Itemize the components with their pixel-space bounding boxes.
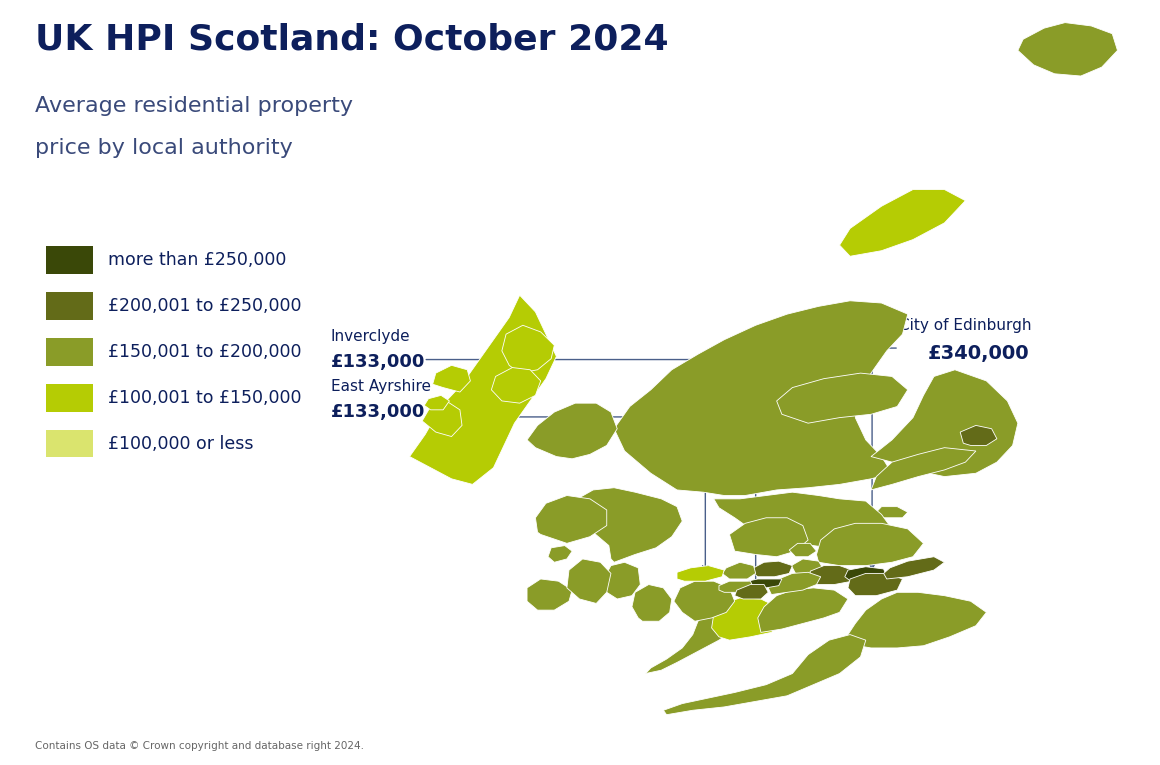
Text: Contains OS data © Crown copyright and database right 2024.: Contains OS data © Crown copyright and d… <box>35 741 364 751</box>
Text: price by local authority: price by local authority <box>35 138 292 158</box>
Text: Inverclyde: Inverclyde <box>331 329 411 344</box>
Text: £133,000: £133,000 <box>331 353 425 371</box>
Text: £100,000 or less: £100,000 or less <box>108 435 253 453</box>
Text: City of Edinburgh: City of Edinburgh <box>899 317 1031 333</box>
Text: £100,001 to £150,000: £100,001 to £150,000 <box>108 389 302 407</box>
Text: £133,000: £133,000 <box>331 402 425 421</box>
Text: more than £250,000: more than £250,000 <box>108 251 287 269</box>
Text: UK HPI Scotland: October 2024: UK HPI Scotland: October 2024 <box>35 23 668 57</box>
Text: East Ayrshire: East Ayrshire <box>331 379 430 394</box>
Text: £150,001 to £200,000: £150,001 to £200,000 <box>108 343 302 361</box>
Text: £200,001 to £250,000: £200,001 to £250,000 <box>108 297 302 315</box>
Text: £340,000: £340,000 <box>928 344 1030 363</box>
Text: Average residential property: Average residential property <box>35 96 353 116</box>
